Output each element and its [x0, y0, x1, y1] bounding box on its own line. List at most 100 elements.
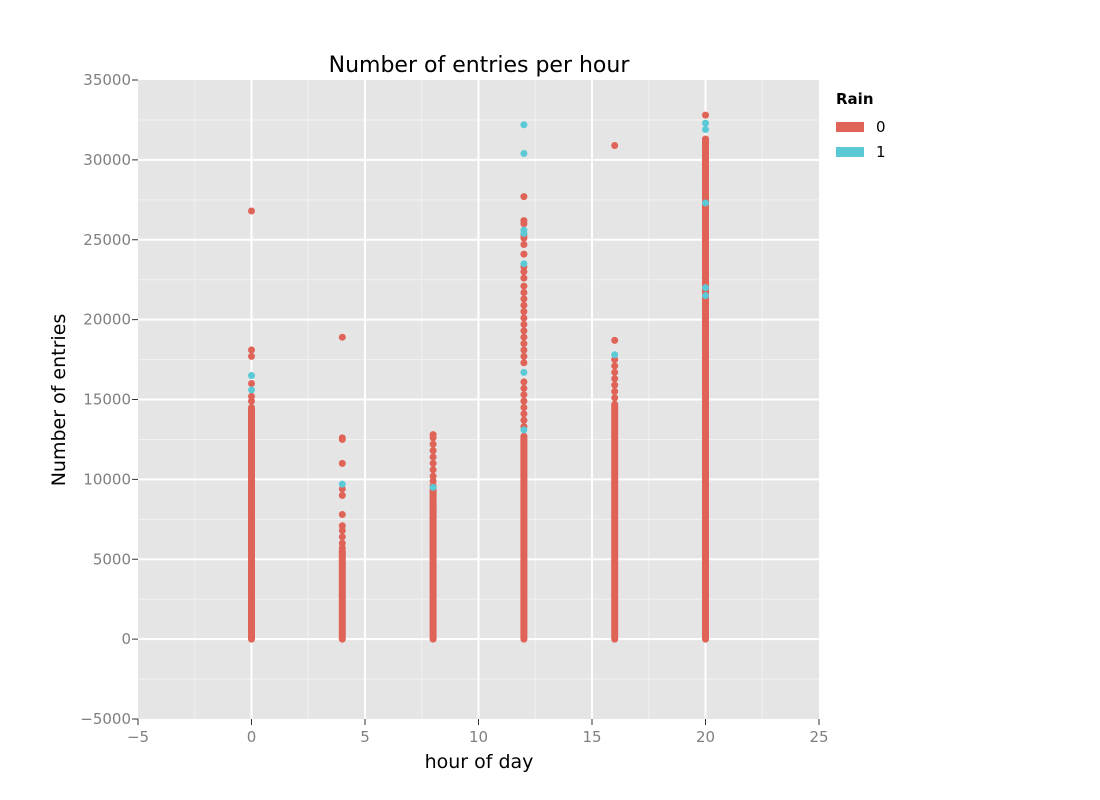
data-point: [702, 360, 709, 368]
data-point: [611, 394, 619, 402]
data-point: [429, 434, 437, 442]
data-point: [702, 373, 709, 381]
data-point: [611, 362, 619, 370]
data-point: [520, 391, 528, 399]
y-tick-label: 5000: [93, 550, 131, 568]
legend-title: Rain: [836, 90, 874, 108]
data-point: [520, 340, 528, 348]
data-point: [702, 172, 709, 180]
y-axis-label: Number of entries: [48, 314, 70, 487]
x-tick-label: 15: [582, 728, 601, 746]
data-point: [248, 392, 255, 400]
x-tick-label: −5: [127, 728, 149, 746]
data-point: [611, 336, 619, 344]
data-point: [338, 526, 346, 534]
data-point: [248, 408, 255, 416]
data-point: [520, 295, 528, 303]
data-point: [702, 335, 709, 343]
data-point: [520, 314, 528, 322]
data-point: [702, 341, 709, 349]
data-point: [338, 435, 346, 443]
y-tick-label: −5000: [80, 710, 131, 728]
y-tick-label: 20000: [83, 311, 131, 329]
point-column: [611, 400, 619, 643]
legend: Rain 0 1: [836, 90, 886, 161]
points-layer: [248, 111, 709, 643]
data-point: [702, 348, 709, 356]
data-point: [429, 514, 437, 522]
data-point: [338, 511, 346, 519]
data-point: [702, 119, 709, 127]
data-point: [520, 368, 528, 376]
data-point: [702, 284, 709, 292]
data-point: [702, 392, 709, 400]
data-point: [248, 442, 255, 450]
data-point: [429, 466, 437, 474]
data-point: [611, 351, 619, 359]
data-point: [702, 399, 709, 407]
x-tick-label: 5: [360, 728, 370, 746]
data-point: [702, 135, 709, 143]
data-point: [702, 207, 709, 215]
data-point: [248, 488, 255, 496]
data-point: [702, 316, 709, 324]
data-point: [429, 522, 437, 530]
data-point: [702, 146, 709, 154]
data-point: [520, 352, 528, 360]
data-point: [248, 431, 255, 439]
series-1: [248, 119, 709, 491]
data-point: [702, 153, 709, 161]
legend-label-0: 0: [876, 118, 886, 136]
data-point: [520, 250, 528, 258]
data-point: [702, 199, 709, 207]
data-point: [429, 530, 437, 538]
data-point: [702, 220, 709, 228]
data-point: [520, 274, 528, 282]
x-tick-label: 10: [469, 728, 488, 746]
data-point: [520, 410, 528, 418]
data-point: [520, 268, 528, 276]
data-point: [338, 522, 346, 530]
chart-title: Number of entries per hour: [329, 53, 631, 78]
data-point: [520, 333, 528, 341]
data-point: [611, 381, 619, 389]
data-point: [248, 419, 255, 427]
x-tick-label: 25: [809, 728, 828, 746]
legend-label-1: 1: [876, 143, 886, 161]
data-point: [702, 265, 709, 273]
data-point: [702, 245, 709, 253]
data-point: [702, 213, 709, 221]
data-point: [702, 252, 709, 260]
data-point: [702, 159, 709, 167]
data-point: [520, 288, 528, 296]
data-point: [520, 384, 528, 392]
x-tick-label: 0: [247, 728, 257, 746]
data-point: [248, 380, 255, 388]
data-point: [338, 491, 346, 499]
y-tick-label: 15000: [83, 391, 131, 409]
data-point: [702, 303, 709, 311]
data-point: [338, 539, 346, 547]
data-point: [248, 207, 255, 215]
data-point: [429, 440, 437, 448]
data-point: [520, 378, 528, 386]
data-point: [429, 459, 437, 467]
data-point: [702, 233, 709, 241]
data-point: [520, 346, 528, 354]
data-point: [520, 260, 528, 268]
y-tick-label: 0: [121, 630, 131, 648]
data-point: [702, 296, 709, 304]
data-point: [702, 367, 709, 375]
data-point: [611, 375, 619, 383]
data-point: [702, 277, 709, 285]
data-point: [248, 455, 255, 463]
data-point: [520, 121, 528, 129]
data-point: [520, 241, 528, 249]
data-point: [702, 191, 709, 199]
data-point: [702, 178, 709, 186]
data-point: [702, 271, 709, 279]
data-point: [520, 320, 528, 328]
data-point: [520, 301, 528, 309]
data-point: [702, 354, 709, 362]
